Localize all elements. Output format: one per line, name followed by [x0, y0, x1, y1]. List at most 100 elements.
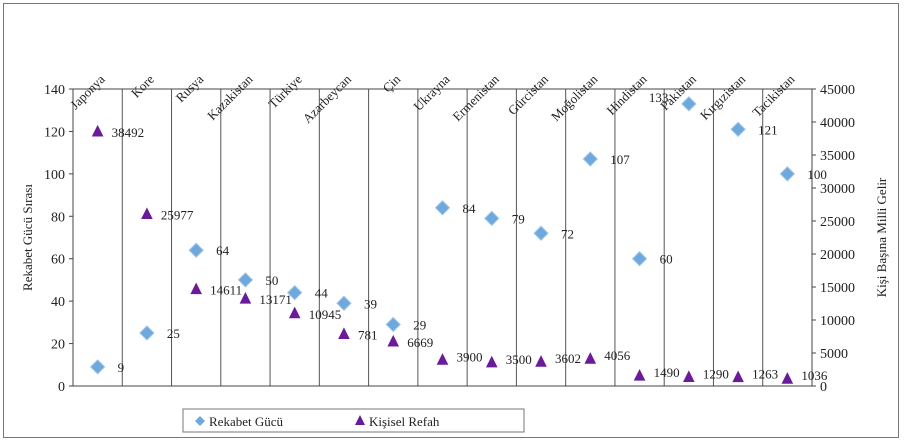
rekabet-data-label: 25 — [167, 326, 180, 341]
refah-data-label: 1036 — [801, 368, 828, 383]
legend-rekabet-marker — [195, 416, 205, 426]
refah-marker — [387, 334, 400, 347]
rekabet-marker — [779, 166, 796, 182]
rekabet-marker — [336, 295, 352, 311]
rekabet-data-label: 29 — [413, 317, 426, 332]
legend-refah-label: Kişisel Refah — [369, 414, 440, 429]
rekabet-marker — [139, 325, 155, 341]
refah-marker — [91, 124, 104, 137]
y-right-tick-label: 0 — [820, 380, 827, 395]
legend-rekabet-label: Rekabet Gücü — [209, 414, 284, 429]
y-left-tick-label: 80 — [51, 210, 65, 225]
refah-data-label: 10945 — [309, 307, 342, 322]
refah-marker — [239, 291, 252, 304]
refah-marker — [732, 370, 744, 383]
rekabet-data-label: 64 — [216, 243, 230, 258]
rekabet-marker — [188, 242, 204, 258]
y-right-axis-title: Kişi Başına Milli Gelir — [874, 177, 889, 297]
rekabet-data-label: 44 — [315, 286, 329, 301]
rekabet-data-label: 100 — [807, 167, 827, 182]
category-label: Azarbeycan — [300, 71, 355, 126]
refah-data-label: 14611 — [210, 283, 242, 298]
refah-data-label: 3900 — [457, 349, 483, 364]
y-left-tick-label: 40 — [51, 295, 65, 310]
category-label: Ukrayna — [410, 71, 452, 113]
refah-data-label: 13171 — [259, 292, 292, 307]
rekabet-data-label: 133 — [649, 90, 669, 105]
y-left-tick-label: 120 — [44, 125, 65, 140]
refah-data-label: 3500 — [506, 352, 532, 367]
chart-frame — [3, 3, 899, 438]
refah-data-label: 3602 — [555, 351, 581, 366]
y-right-tick-label: 30000 — [820, 182, 855, 197]
refah-data-label: 6669 — [407, 335, 433, 350]
rekabet-data-label: 9 — [118, 360, 125, 375]
rekabet-marker — [385, 316, 401, 333]
rekabet-data-label: 50 — [265, 273, 278, 288]
category-label: Gürcistan — [505, 71, 552, 118]
y-right-tick-label: 10000 — [820, 314, 855, 329]
refah-data-label: 4056 — [604, 348, 631, 363]
plot-area — [72, 88, 813, 387]
category-label: Rusya — [173, 71, 207, 105]
rekabet-marker — [434, 200, 451, 216]
refah-data-label: 781 — [358, 327, 378, 342]
refah-marker — [338, 327, 350, 339]
rekabet-marker — [730, 121, 746, 138]
refah-marker — [190, 282, 202, 295]
y-right-tick-label: 45000 — [820, 83, 855, 98]
legend-refah-marker — [355, 415, 365, 425]
refah-data-label: 1490 — [654, 365, 680, 380]
rekabet-data-label: 121 — [758, 122, 778, 137]
y-left-tick-label: 20 — [51, 338, 65, 353]
y-left-tick-label: 0 — [58, 380, 65, 395]
y-left-tick-label: 140 — [44, 83, 65, 98]
refah-marker — [584, 352, 597, 364]
legend-box — [182, 408, 525, 433]
refah-marker — [141, 207, 153, 220]
rekabet-marker — [631, 251, 648, 267]
rekabet-marker — [237, 272, 254, 288]
y-left-tick-label: 60 — [51, 253, 65, 268]
refah-marker — [535, 355, 547, 367]
refah-data-label: 38492 — [112, 125, 145, 140]
y-right-tick-label: 35000 — [820, 149, 855, 164]
refah-marker — [781, 372, 794, 384]
refah-marker — [436, 353, 449, 365]
rekabet-data-label: 72 — [561, 226, 574, 241]
y-right-tick-label: 15000 — [820, 281, 855, 296]
refah-marker — [485, 355, 498, 368]
category-label: Hindistan — [603, 71, 650, 118]
category-label: Çin — [379, 71, 403, 95]
y-right-tick-label: 20000 — [820, 248, 855, 263]
rekabet-marker — [484, 210, 500, 227]
y-right-tick-label: 40000 — [820, 116, 855, 131]
category-label: Ermenistan — [449, 71, 502, 124]
category-label: Kırgızistan — [697, 71, 749, 123]
rekabet-marker — [89, 359, 106, 375]
y-right-tick-label: 25000 — [820, 215, 855, 230]
category-label: Türkiye — [265, 71, 305, 111]
category-label: Moğolistan — [548, 71, 601, 124]
rekabet-data-label: 39 — [364, 296, 377, 311]
category-label: Kazakistan — [204, 71, 256, 123]
category-label: Tacikistan — [749, 71, 798, 120]
rekabet-marker — [681, 96, 697, 112]
y-left-tick-label: 100 — [44, 168, 65, 183]
category-label: Kore — [128, 71, 157, 100]
refah-marker — [633, 369, 646, 381]
rekabet-data-label: 60 — [660, 252, 673, 267]
refah-data-label: 25977 — [161, 208, 194, 223]
rekabet-data-label: 107 — [610, 152, 630, 167]
rekabet-marker — [582, 151, 599, 167]
refah-data-label: 1263 — [752, 367, 778, 382]
y-left-axis-title: Rekabet Gücü Sırası — [20, 184, 35, 291]
refah-data-label: 1290 — [703, 366, 729, 381]
refah-marker — [683, 370, 695, 382]
rekabet-marker — [286, 284, 303, 301]
rekabet-data-label: 84 — [463, 201, 477, 216]
rekabet-data-label: 79 — [512, 211, 525, 226]
y-right-tick-label: 5000 — [820, 347, 848, 362]
refah-marker — [288, 306, 301, 319]
